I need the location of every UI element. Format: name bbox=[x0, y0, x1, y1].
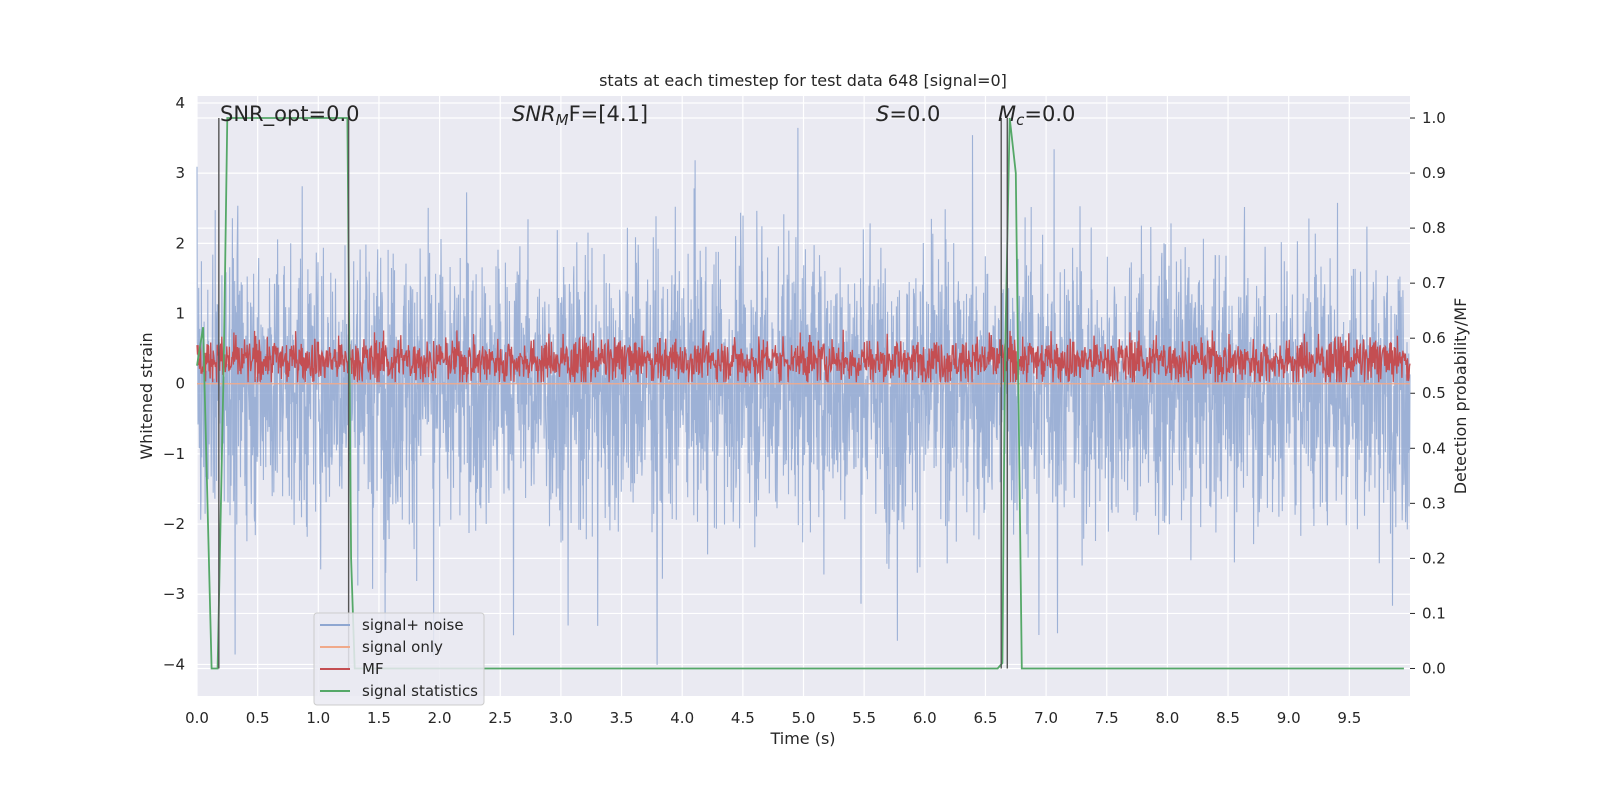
x-tick-label-8: 4.0 bbox=[670, 709, 694, 727]
y-right-tick-labels: 1.0 0.9 0.8 0.7 0.6 0.5 0.4 0.3 0.2 0.1 0.0 bbox=[1422, 109, 1446, 677]
vertical-markers bbox=[218, 118, 1008, 669]
x-tick-label-9: 4.5 bbox=[731, 709, 755, 727]
x-tick-label-5: 2.5 bbox=[488, 709, 512, 727]
y-left-tick-labels: 4 3 2 1 0 −1 −2 −3 −4 bbox=[163, 94, 185, 673]
legend-label-mf: MF bbox=[362, 660, 384, 678]
legend-label-signal-noise: signal+ noise bbox=[362, 616, 464, 634]
y-right-tick-label-7: 0.3 bbox=[1422, 494, 1446, 512]
x-tick-label-14: 7.0 bbox=[1034, 709, 1058, 727]
series-line-2 bbox=[196, 329, 1411, 383]
x-tick-label-16: 8.0 bbox=[1155, 709, 1179, 727]
y-right-tick-label-0: 1.0 bbox=[1422, 109, 1446, 127]
y-left-tick-label-5: −1 bbox=[163, 445, 185, 463]
y-left-axis-label: Whitened strain bbox=[137, 332, 156, 459]
y-right-tick-label-5: 0.5 bbox=[1422, 384, 1446, 402]
x-tick-label-6: 3.0 bbox=[549, 709, 573, 727]
legend: signal+ noise signal only MF signal stat… bbox=[313, 612, 485, 706]
y-left-tick-label-0: 4 bbox=[175, 94, 185, 112]
annotation-s: S=0.0 bbox=[876, 102, 940, 126]
y-right-tick-label-2: 0.8 bbox=[1422, 219, 1446, 237]
x-tick-label-12: 6.0 bbox=[913, 709, 937, 727]
x-tick-label-15: 7.5 bbox=[1095, 709, 1119, 727]
annotation-snr-mf: SNRMF=[4.1] bbox=[512, 102, 648, 129]
x-tick-labels: 0.0 0.5 1.0 1.5 2.0 2.5 3.0 3.5 4.0 4.5 5.0 5.5 6.0 6… bbox=[185, 709, 1361, 727]
x-tick-label-7: 3.5 bbox=[610, 709, 634, 727]
legend-label-signal-only: signal only bbox=[362, 638, 443, 656]
y-left-tick-label-4: 0 bbox=[175, 375, 185, 393]
y-right-tick-label-10: 0.0 bbox=[1422, 659, 1446, 677]
annotation-mc: Mc=0.0 bbox=[998, 102, 1075, 129]
y-right-tick-label-3: 0.7 bbox=[1422, 274, 1446, 292]
y-left-tick-label-3: 1 bbox=[175, 305, 185, 323]
x-tick-label-10: 5.0 bbox=[792, 709, 816, 727]
x-tick-label-18: 9.0 bbox=[1277, 709, 1301, 727]
x-tick-label-2: 1.0 bbox=[306, 709, 330, 727]
y-right-tick-label-6: 0.4 bbox=[1422, 439, 1446, 457]
legend-label-signal-statistics: signal statistics bbox=[362, 682, 478, 700]
x-tick-label-1: 0.5 bbox=[246, 709, 270, 727]
annotation-snr-opt: SNR_opt=0.0 bbox=[220, 102, 360, 127]
legend-box bbox=[313, 612, 485, 706]
y-right-tick-label-8: 0.2 bbox=[1422, 549, 1446, 567]
y-left-tick-label-8: −4 bbox=[163, 655, 185, 673]
y-right-tick-label-1: 0.9 bbox=[1422, 164, 1446, 182]
y-right-tick-label-9: 0.1 bbox=[1422, 604, 1446, 622]
y-left-tick-label-2: 2 bbox=[175, 234, 185, 252]
x-tick-label-11: 5.5 bbox=[852, 709, 876, 727]
y-right-tick-label-4: 0.6 bbox=[1422, 329, 1446, 347]
chart-title: stats at each timestep for test data 648… bbox=[599, 71, 1007, 90]
y-left-tick-label-6: −2 bbox=[163, 515, 185, 533]
y-left-tick-label-7: −3 bbox=[163, 585, 185, 603]
x-axis-label: Time (s) bbox=[769, 729, 835, 748]
y-right-axis-label: Detection probability/MF bbox=[1451, 298, 1470, 495]
x-tick-label-19: 9.5 bbox=[1337, 709, 1361, 727]
x-tick-label-4: 2.0 bbox=[428, 709, 452, 727]
x-tick-label-0: 0.0 bbox=[185, 709, 209, 727]
y-left-tick-label-1: 3 bbox=[175, 164, 185, 182]
x-tick-label-3: 1.5 bbox=[367, 709, 391, 727]
x-tick-label-13: 6.5 bbox=[974, 709, 998, 727]
x-tick-label-17: 8.5 bbox=[1216, 709, 1240, 727]
